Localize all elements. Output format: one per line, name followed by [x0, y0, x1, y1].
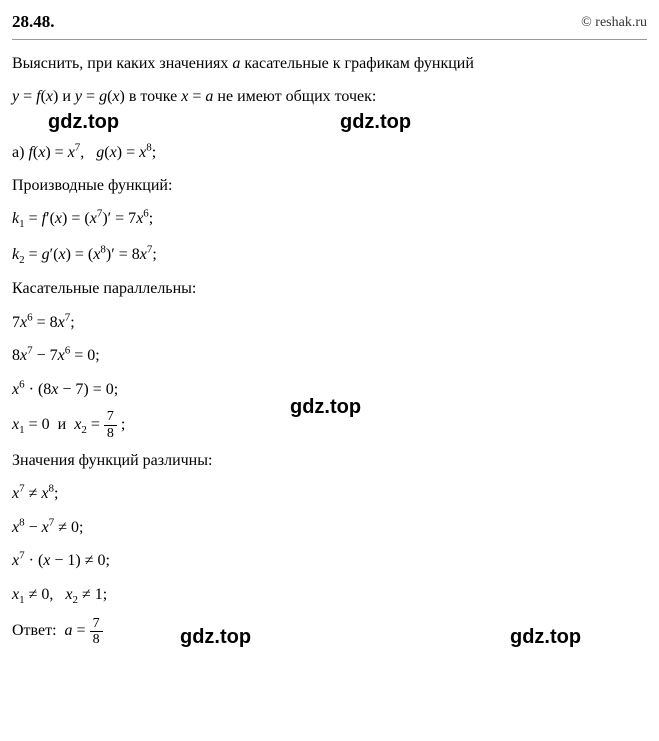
neq2-line: x8 − x7 ≠ 0; [12, 514, 647, 542]
watermark-1: gdz.top [48, 105, 119, 139]
neq3-text: x7 · (x − 1) ≠ 0; [12, 552, 110, 569]
part-a-text: а) f(x) = x7, g(x) = x8; [12, 144, 156, 161]
problem-number: 28.48. [12, 8, 55, 37]
neq4-line: x1 ≠ 0, x2 ≠ 1; [12, 581, 647, 610]
frac1-num: 7 [104, 409, 117, 425]
eq1-text: 7x6 = 8x7; [12, 314, 75, 331]
neq1-line: x7 ≠ x8; [12, 480, 647, 508]
eq2-text: 8x7 − 7x6 = 0; [12, 347, 100, 364]
frac2-den: 8 [90, 632, 103, 647]
intro-line-1: Выяснить, при каких значениях a касатель… [12, 50, 647, 77]
header: 28.48. © reshak.ru [12, 8, 647, 40]
intro-text-2: y = f(x) и y = g(x) в точке x = a не име… [12, 88, 376, 105]
site-copyright: © reshak.ru [581, 11, 647, 35]
k2-text: k2 = g′(x) = (x8)′ = 8x7; [12, 246, 157, 263]
eq3-text: x6 · (8x − 7) = 0; [12, 381, 118, 398]
part-a: а) f(x) = x7, g(x) = x8; [12, 138, 647, 166]
parallel-label: Касательные параллельны: [12, 275, 647, 302]
watermark-2: gdz.top [340, 105, 411, 139]
k2-line: k2 = g′(x) = (x8)′ = 8x7; [12, 240, 647, 269]
k1-line: k1 = f′(x) = (x7)′ = 7x6; [12, 205, 647, 234]
eq2-line: 8x7 − 7x6 = 0; [12, 342, 647, 370]
neq4-text: x1 ≠ 0, x2 ≠ 1; [12, 586, 107, 603]
answer-text: Ответ: a = 78 [12, 622, 103, 639]
derivatives-label: Производные функций: [12, 172, 647, 199]
diff-label: Значения функций различны: [12, 447, 647, 474]
watermark-4: gdz.top [180, 620, 251, 654]
frac2-num: 7 [90, 616, 103, 632]
neq3-line: x7 · (x − 1) ≠ 0; [12, 547, 647, 575]
eq1-line: 7x6 = 8x7; [12, 309, 647, 337]
intro-text-1: Выяснить, при каких значениях a касатель… [12, 55, 474, 72]
k1-text: k1 = f′(x) = (x7)′ = 7x6; [12, 210, 153, 227]
frac1-den: 8 [104, 426, 117, 441]
neq2-text: x8 − x7 ≠ 0; [12, 519, 83, 536]
watermark-5: gdz.top [510, 620, 581, 654]
neq1-text: x7 ≠ x8; [12, 485, 58, 502]
watermark-3: gdz.top [290, 390, 361, 424]
roots-text: x1 = 0 и x2 = 78 ; [12, 416, 125, 433]
